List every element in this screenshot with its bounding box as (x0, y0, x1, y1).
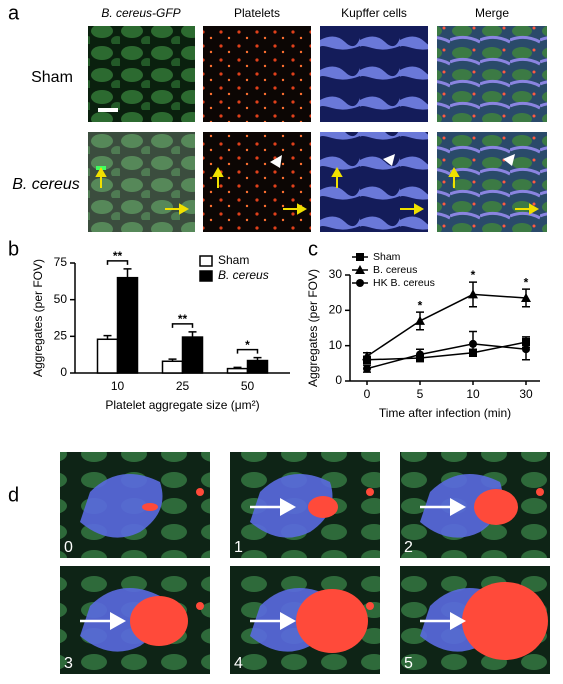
y-tick-label: 20 (329, 303, 343, 317)
arrow-head (280, 498, 296, 516)
error-bar (233, 366, 242, 369)
x-axis-label: Platelet aggregate size (μm²) (105, 398, 259, 412)
platelet (536, 602, 544, 610)
y-tick-label: 50 (54, 292, 68, 306)
series-line (366, 293, 527, 357)
bar (246, 359, 269, 374)
arrow-head (110, 612, 126, 630)
platelet-aggregate (308, 496, 338, 518)
data-point (363, 364, 371, 373)
x-tick-label: 25 (176, 379, 190, 393)
data-point (415, 315, 425, 325)
y-tick-label: 0 (335, 373, 342, 387)
significance-label: * (245, 338, 250, 352)
bar (181, 336, 204, 374)
error-bar (188, 331, 197, 338)
legend-label: HK B. cereus (373, 277, 435, 289)
platelet (196, 602, 204, 610)
error-bar (103, 334, 112, 340)
significance-label: * (418, 298, 423, 312)
error-bar (168, 358, 177, 362)
row-label: Sham (31, 69, 73, 86)
significance-label: ** (113, 249, 123, 263)
series-line (366, 343, 527, 370)
data-point (416, 350, 424, 359)
data-point (522, 345, 530, 354)
platelet-aggregate (474, 489, 518, 525)
legend-label: Sham (373, 251, 401, 263)
significance-bracket (106, 260, 129, 265)
legend-marker (356, 253, 364, 261)
bar (116, 276, 139, 374)
frame-label: 2 (404, 539, 413, 556)
row-label: B. cereus (12, 176, 80, 193)
panel-label: a (8, 2, 20, 24)
micrographs-a (88, 26, 547, 232)
data-point (468, 289, 478, 299)
error-bar (253, 356, 262, 361)
significance-label: * (524, 275, 529, 289)
y-tick-label: 75 (54, 255, 68, 269)
significance-bracket (171, 323, 194, 328)
y-tick-label: 25 (54, 329, 68, 343)
data-point (521, 292, 531, 302)
data-point (362, 351, 372, 361)
y-axis-label: Aggregates (per FOV) (31, 259, 45, 377)
x-tick-label: 10 (466, 387, 480, 401)
x-tick-label: 0 (364, 387, 371, 401)
platelet (366, 488, 374, 496)
platelet-aggregate (142, 503, 158, 511)
bar (96, 338, 119, 374)
significance-label: * (471, 268, 476, 282)
y-tick-label: 0 (60, 365, 67, 379)
platelet (366, 602, 374, 610)
legend-label: B. cereus (218, 268, 269, 282)
significance-label: ** (178, 312, 188, 326)
arrow-head (280, 612, 296, 630)
platelet-aggregate (462, 582, 548, 660)
column-header: Kupffer cells (341, 6, 407, 20)
panel-label: c (308, 238, 318, 260)
y-tick-label: 30 (329, 267, 343, 281)
x-tick-label: 30 (519, 387, 533, 401)
bar (226, 367, 249, 374)
micrographs-d: 0 1 2 3 4 5 (60, 452, 550, 674)
arrow-head (450, 498, 466, 516)
frame-label: 3 (64, 655, 73, 672)
series-line (366, 341, 527, 361)
legend-marker (356, 279, 364, 287)
y-axis-label: Aggregates (per FOV) (306, 269, 320, 387)
frame-label: 0 (64, 539, 73, 556)
x-axis-label: Time after infection (min) (379, 406, 511, 420)
arrow-head (450, 612, 466, 630)
column-header: Merge (475, 6, 509, 20)
data-point (469, 339, 477, 348)
frame-label: 4 (234, 655, 243, 672)
legend-marker (355, 265, 365, 274)
x-tick-label: 50 (241, 379, 255, 393)
panel-label: d (8, 484, 19, 506)
platelet (536, 488, 544, 496)
error-bar (123, 268, 132, 278)
legend-label: Sham (218, 253, 249, 267)
column-header: Platelets (234, 6, 280, 20)
panel-label: b (8, 238, 19, 260)
legend-swatch (199, 255, 213, 267)
y-tick-label: 10 (329, 338, 343, 352)
frame-label: 5 (404, 655, 413, 672)
frame-label: 1 (234, 539, 243, 556)
platelet (196, 488, 204, 496)
bar (161, 360, 184, 374)
legend-label: B. cereus (373, 264, 417, 276)
x-tick-label: 5 (417, 387, 424, 401)
significance-bracket (236, 348, 259, 354)
platelet-aggregate (296, 589, 368, 653)
legend-swatch (199, 270, 213, 282)
platelet-aggregate (130, 596, 188, 646)
kupffer-cell (80, 474, 163, 538)
column-header: B. cereus-GFP (101, 6, 180, 20)
x-tick-label: 10 (111, 379, 125, 393)
